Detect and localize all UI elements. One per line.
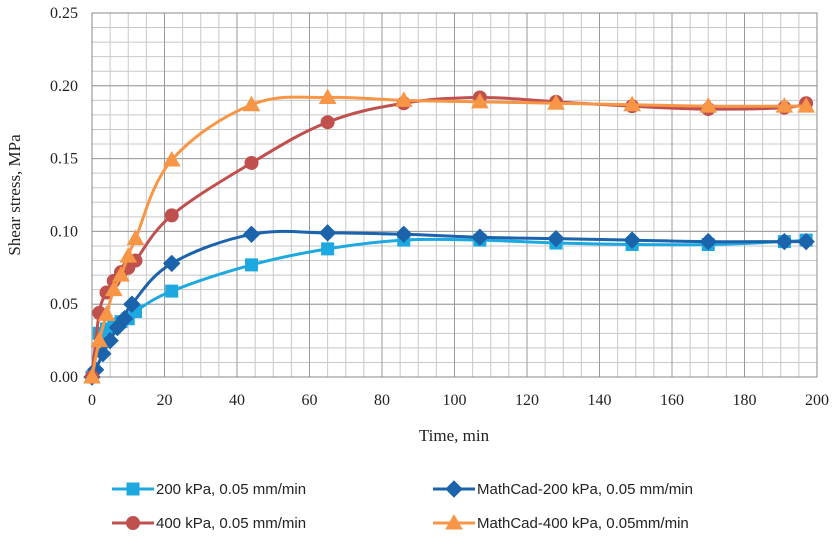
x-tick-label: 180 [733, 392, 757, 409]
data-point [797, 97, 815, 113]
series-2 [83, 224, 815, 386]
plot-area-border [91, 12, 818, 378]
tick-labels: 0 20 40 60 80 100 120 140 160 180 200 0.00 0.05 0.10 0… [50, 5, 829, 409]
x-tick-label: 40 [229, 392, 245, 409]
data-point [163, 254, 181, 273]
data-point [104, 280, 123, 297]
x-tick-label: 80 [374, 392, 390, 409]
data-point [318, 88, 337, 104]
data-point [395, 225, 413, 244]
x-tick-label: 60 [302, 392, 318, 409]
legend-marker [445, 513, 463, 530]
data-point [394, 91, 413, 107]
y-tick-label: 0.05 [50, 296, 78, 313]
legend-label: MathCad-400 kPa, 0.05mm/min [477, 515, 689, 532]
y-tick-label: 0.20 [50, 78, 78, 95]
data-point [242, 225, 261, 244]
legend-marker [126, 516, 140, 530]
legend-marker [445, 480, 463, 498]
data-point [547, 94, 565, 110]
data-point [547, 229, 565, 248]
legend-item: 400 kPa, 0.05 mm/min [112, 515, 306, 532]
data-point [97, 305, 116, 321]
data-point [244, 155, 259, 170]
y-tick-label: 0.25 [50, 5, 78, 22]
x-tick-label: 0 [88, 392, 96, 409]
data-point [699, 97, 718, 113]
x-tick-label: 20 [157, 392, 173, 409]
series-1 [85, 233, 813, 384]
data-point [318, 224, 337, 242]
legend-label: 400 kPa, 0.05 mm/min [156, 515, 306, 532]
x-axis-title: Time, min [419, 426, 490, 445]
data-point [245, 258, 258, 272]
y-tick-label: 0.00 [50, 369, 78, 386]
legend-marker [126, 482, 140, 496]
data-point [471, 92, 489, 109]
x-tick-label: 160 [660, 392, 684, 409]
series-4 [83, 88, 815, 384]
data-point [242, 95, 261, 112]
data-point [165, 284, 179, 298]
data-point [797, 232, 815, 251]
legend-label: MathCad-200 kPa, 0.05 mm/min [477, 481, 693, 498]
legend-item: 200 kPa, 0.05 mm/min [112, 481, 306, 498]
data-point [775, 232, 794, 251]
data-point [699, 232, 717, 251]
data-point [623, 95, 641, 112]
data-point [112, 266, 130, 282]
legend: 200 kPa, 0.05 mm/min MathCad-200 kPa, 0.0… [112, 480, 693, 532]
y-axis-title: Shear stress, MPa [5, 134, 24, 256]
data-point [321, 242, 335, 256]
data-point [126, 229, 145, 246]
series-line [90, 237, 807, 378]
x-tick-label: 200 [805, 392, 829, 409]
data-point [775, 97, 794, 113]
data-point [164, 208, 179, 223]
x-tick-label: 100 [443, 392, 467, 409]
data-point [623, 231, 641, 249]
y-tick-label: 0.10 [50, 223, 78, 240]
data-point [83, 367, 101, 384]
data-point [162, 151, 181, 167]
data-point [90, 331, 109, 348]
data-point [119, 247, 138, 263]
data-point [115, 310, 134, 328]
x-tick-label: 140 [588, 392, 612, 409]
data-point [123, 295, 141, 313]
legend-item: MathCad-200 kPa, 0.05 mm/min [433, 480, 693, 498]
data-point [471, 228, 489, 246]
data-point [320, 115, 335, 130]
legend-label: 200 kPa, 0.05 mm/min [156, 481, 306, 498]
x-tick-label: 120 [515, 392, 539, 409]
legend-item: MathCad-400 kPa, 0.05mm/min [433, 513, 689, 532]
y-tick-label: 0.15 [50, 151, 78, 168]
series-layer [83, 88, 815, 386]
